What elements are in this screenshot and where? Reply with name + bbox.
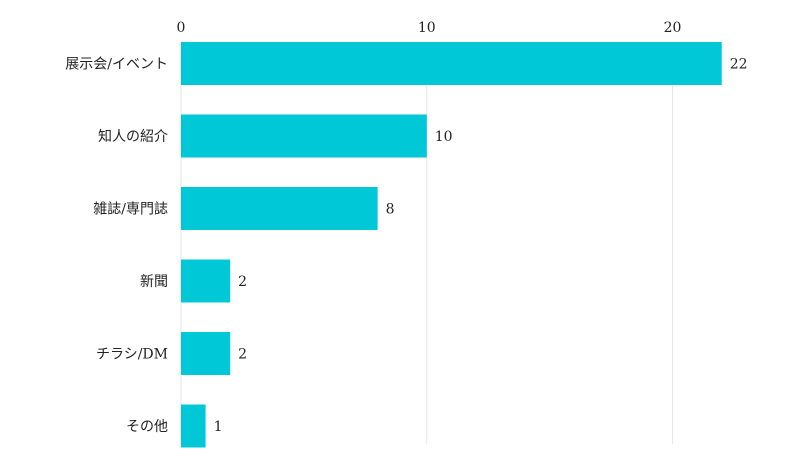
x-tick-label: 10 [418,20,436,36]
gridlines [180,42,674,444]
x-axis-ticks: 0 10 20 [177,20,682,36]
category-label: 雑誌/専門誌 [93,202,168,218]
data-label: 22 [730,57,748,73]
x-tick-label: 20 [664,20,682,36]
data-label: 1 [214,419,223,435]
data-label: 10 [435,129,453,145]
bar [181,259,231,303]
x-tick-label: 0 [177,20,186,36]
category-label: 新聞 [140,274,168,290]
category-label: 展示会/イベント [65,57,168,73]
category-label: 知人の紹介 [98,128,168,145]
data-label: 2 [238,274,247,290]
category-label: その他 [126,419,168,435]
data-label: 2 [238,347,247,363]
bar [181,114,427,158]
bars [181,42,722,448]
bar [181,404,206,448]
data-label: 8 [386,202,395,218]
category-label: チラシ/DM [96,347,168,363]
bar [181,332,231,375]
bar [181,187,378,230]
bar [181,42,722,85]
